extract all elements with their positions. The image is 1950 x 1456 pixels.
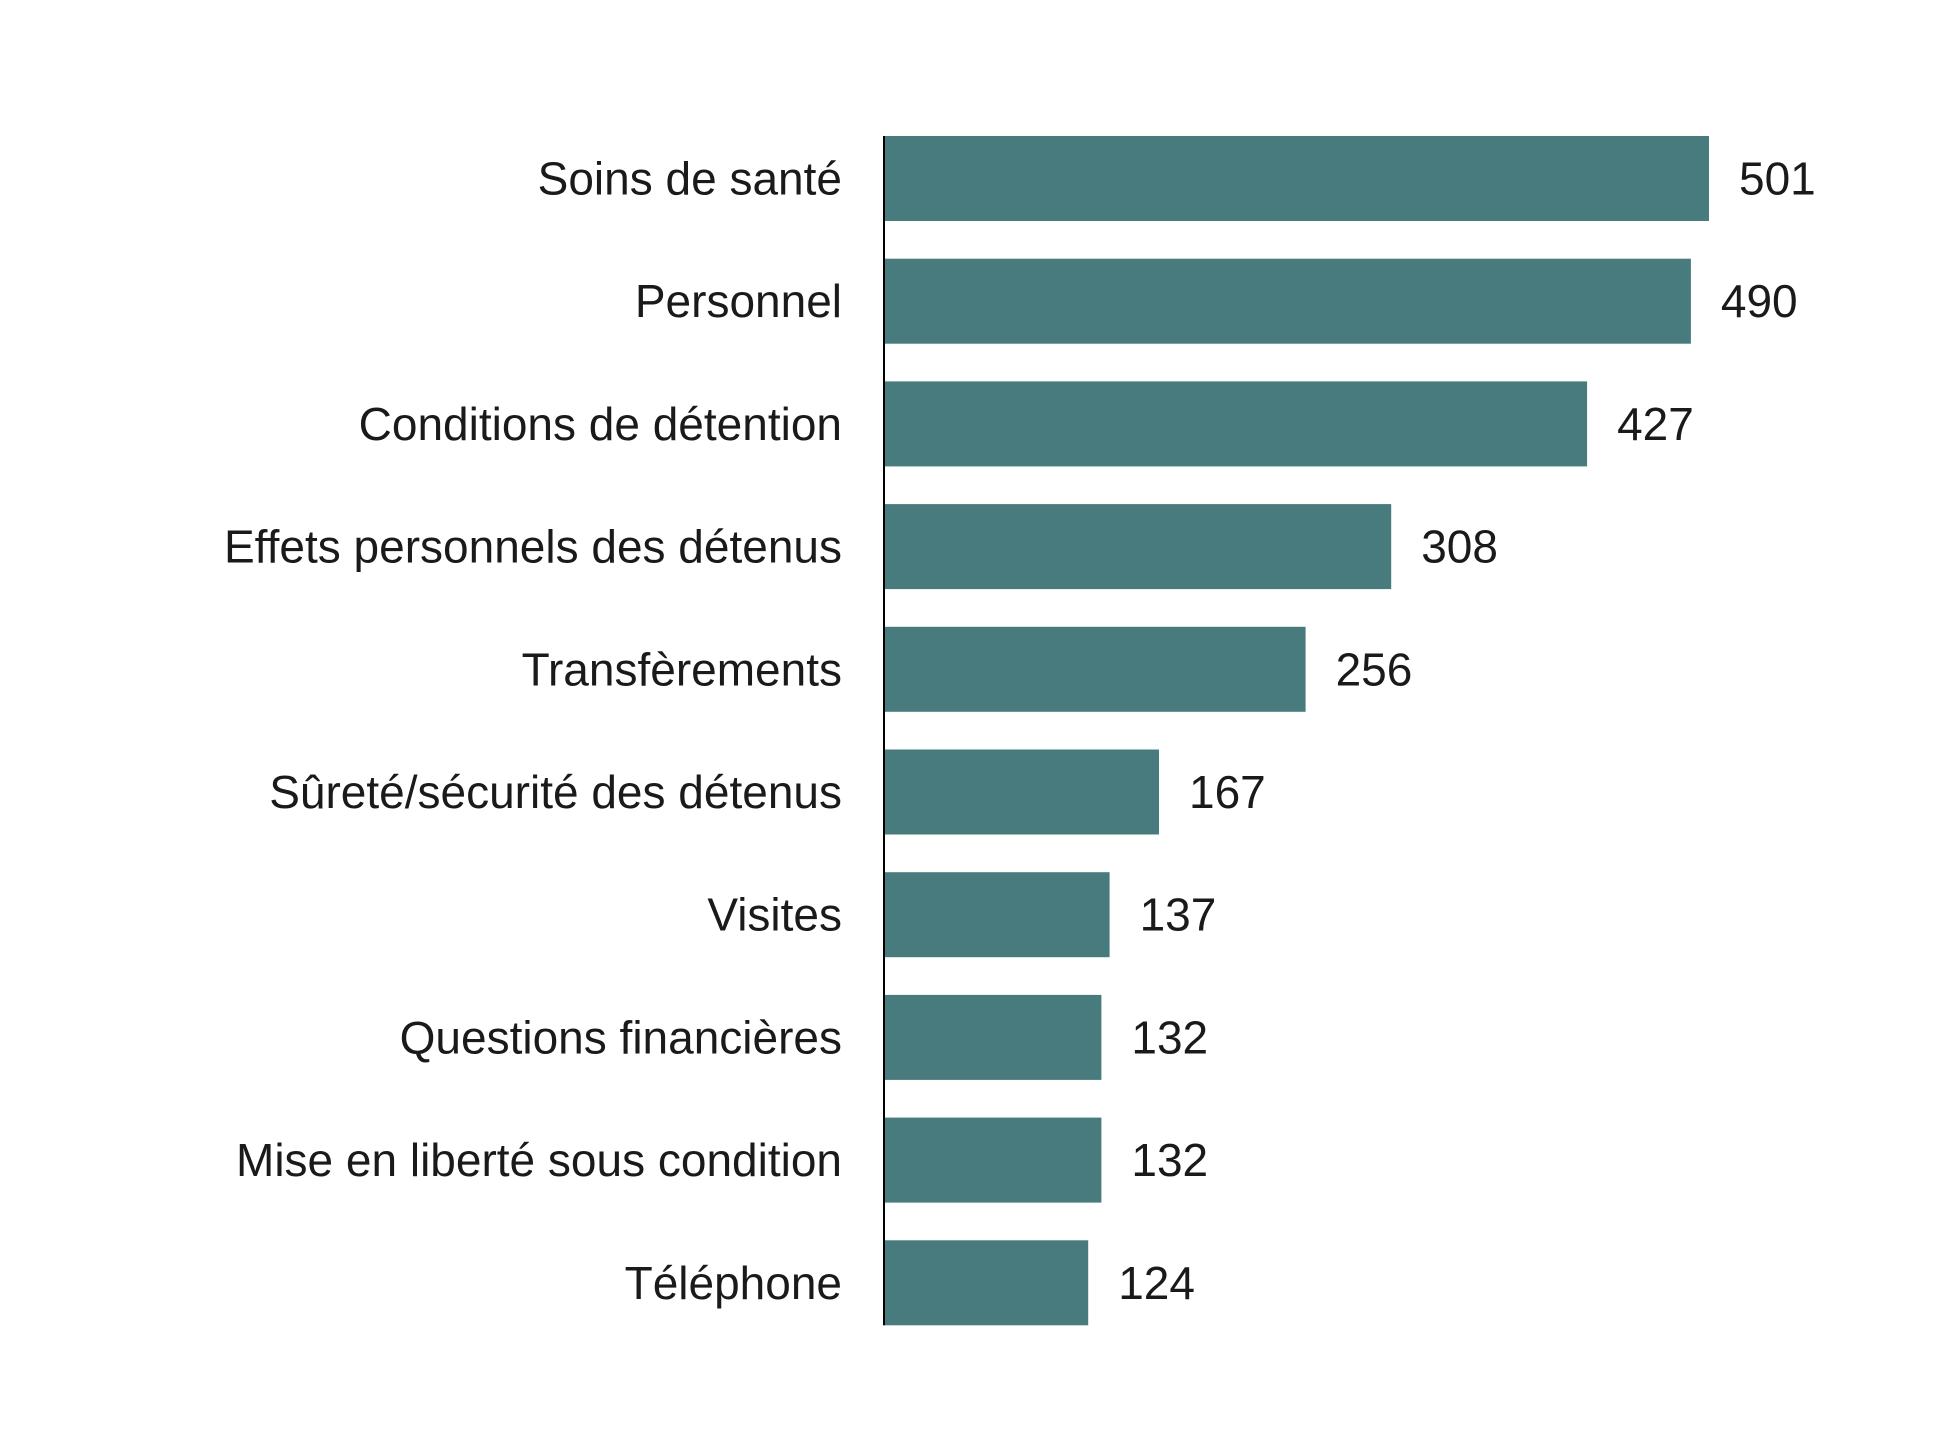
category-label: Visites (707, 889, 842, 941)
bar (884, 258, 1691, 344)
bar (884, 1240, 1089, 1326)
value-label: 137 (1140, 889, 1217, 941)
bars-group (884, 136, 1709, 1326)
bar (884, 381, 1588, 467)
category-label: Transfèrements (522, 643, 842, 695)
category-label: Sûreté/sécurité des détenus (269, 766, 842, 818)
category-label: Mise en liberté sous condition (236, 1134, 842, 1186)
value-label: 256 (1336, 643, 1413, 695)
bar (884, 1117, 1102, 1203)
category-labels-group: Soins de santé Personnel Conditions de dét… (224, 153, 842, 1309)
value-label: 124 (1118, 1257, 1195, 1309)
value-label: 427 (1617, 398, 1694, 450)
value-label: 132 (1131, 1134, 1208, 1186)
value-label: 167 (1189, 766, 1266, 818)
value-labels-group: 501 490 427 308 256 167 137 132 132 124 (1118, 153, 1816, 1309)
value-label: 132 (1131, 1011, 1208, 1063)
value-label: 501 (1739, 153, 1816, 205)
category-label: Effets personnels des détenus (224, 521, 842, 573)
value-label: 490 (1721, 275, 1798, 327)
category-label: Personnel (635, 275, 842, 327)
category-label: Conditions de détention (359, 398, 842, 450)
category-label: Soins de santé (538, 153, 842, 205)
bar (884, 504, 1392, 590)
bar (884, 872, 1110, 958)
category-label: Questions financières (400, 1011, 842, 1063)
bar (884, 749, 1159, 835)
bar (884, 994, 1102, 1080)
bar (884, 136, 1709, 221)
value-label: 308 (1421, 521, 1498, 573)
category-label: Téléphone (625, 1257, 842, 1309)
bar (884, 626, 1306, 712)
